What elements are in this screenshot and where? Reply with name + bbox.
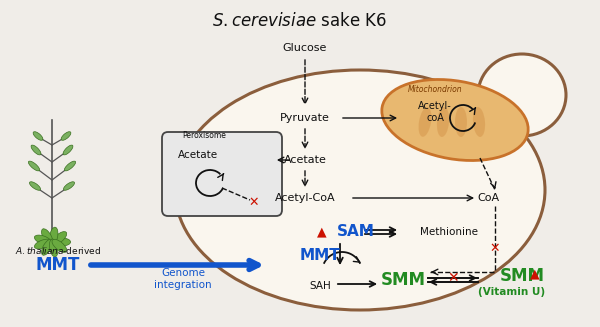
Ellipse shape xyxy=(33,132,43,140)
Text: Methionine: Methionine xyxy=(420,227,478,237)
Text: MMT: MMT xyxy=(36,256,80,274)
Ellipse shape xyxy=(61,132,71,140)
Text: SMM: SMM xyxy=(380,271,425,289)
Ellipse shape xyxy=(455,107,467,137)
Ellipse shape xyxy=(49,239,58,257)
Ellipse shape xyxy=(175,70,545,310)
Ellipse shape xyxy=(53,238,71,246)
Text: Acetyl-CoA: Acetyl-CoA xyxy=(275,193,335,203)
Text: SAH: SAH xyxy=(309,281,331,291)
Ellipse shape xyxy=(34,235,52,245)
Ellipse shape xyxy=(34,239,52,249)
Text: $\it{S. cerevisiae}$ sake K6: $\it{S. cerevisiae}$ sake K6 xyxy=(212,12,388,30)
Text: ✕: ✕ xyxy=(447,271,459,285)
Text: CoA: CoA xyxy=(477,193,499,203)
Text: Acetate: Acetate xyxy=(178,150,218,160)
Ellipse shape xyxy=(41,229,53,245)
Ellipse shape xyxy=(64,161,76,171)
Text: SAM: SAM xyxy=(337,225,375,239)
Text: Genome
integration: Genome integration xyxy=(154,268,212,290)
Text: Acetate: Acetate xyxy=(284,155,326,165)
Ellipse shape xyxy=(52,239,67,252)
Ellipse shape xyxy=(64,182,74,190)
FancyBboxPatch shape xyxy=(162,132,282,216)
Ellipse shape xyxy=(52,232,67,245)
Text: MMT: MMT xyxy=(299,249,340,264)
Ellipse shape xyxy=(28,161,40,171)
Text: ▲: ▲ xyxy=(530,267,540,281)
Text: Mitochondrion: Mitochondrion xyxy=(407,85,463,95)
Text: (Vitamin U): (Vitamin U) xyxy=(478,287,545,297)
Text: SMM: SMM xyxy=(500,267,545,285)
Text: Acetyl-
coA: Acetyl- coA xyxy=(418,101,452,123)
Text: ✕: ✕ xyxy=(249,196,259,209)
Ellipse shape xyxy=(473,107,485,137)
Ellipse shape xyxy=(49,227,58,245)
Ellipse shape xyxy=(478,54,566,136)
Ellipse shape xyxy=(29,182,41,190)
Text: Pyruvate: Pyruvate xyxy=(280,113,330,123)
Text: Peroxisome: Peroxisome xyxy=(182,130,226,140)
Ellipse shape xyxy=(63,145,73,155)
Text: Glucose: Glucose xyxy=(283,43,327,53)
Ellipse shape xyxy=(41,239,53,255)
Text: ▲: ▲ xyxy=(317,226,327,238)
Ellipse shape xyxy=(437,107,449,137)
Ellipse shape xyxy=(419,107,431,137)
Ellipse shape xyxy=(382,79,528,161)
Ellipse shape xyxy=(31,145,41,155)
Text: $\it{A. thaliana}$-derived: $\it{A. thaliana}$-derived xyxy=(15,245,101,255)
Text: ✕: ✕ xyxy=(490,242,500,254)
